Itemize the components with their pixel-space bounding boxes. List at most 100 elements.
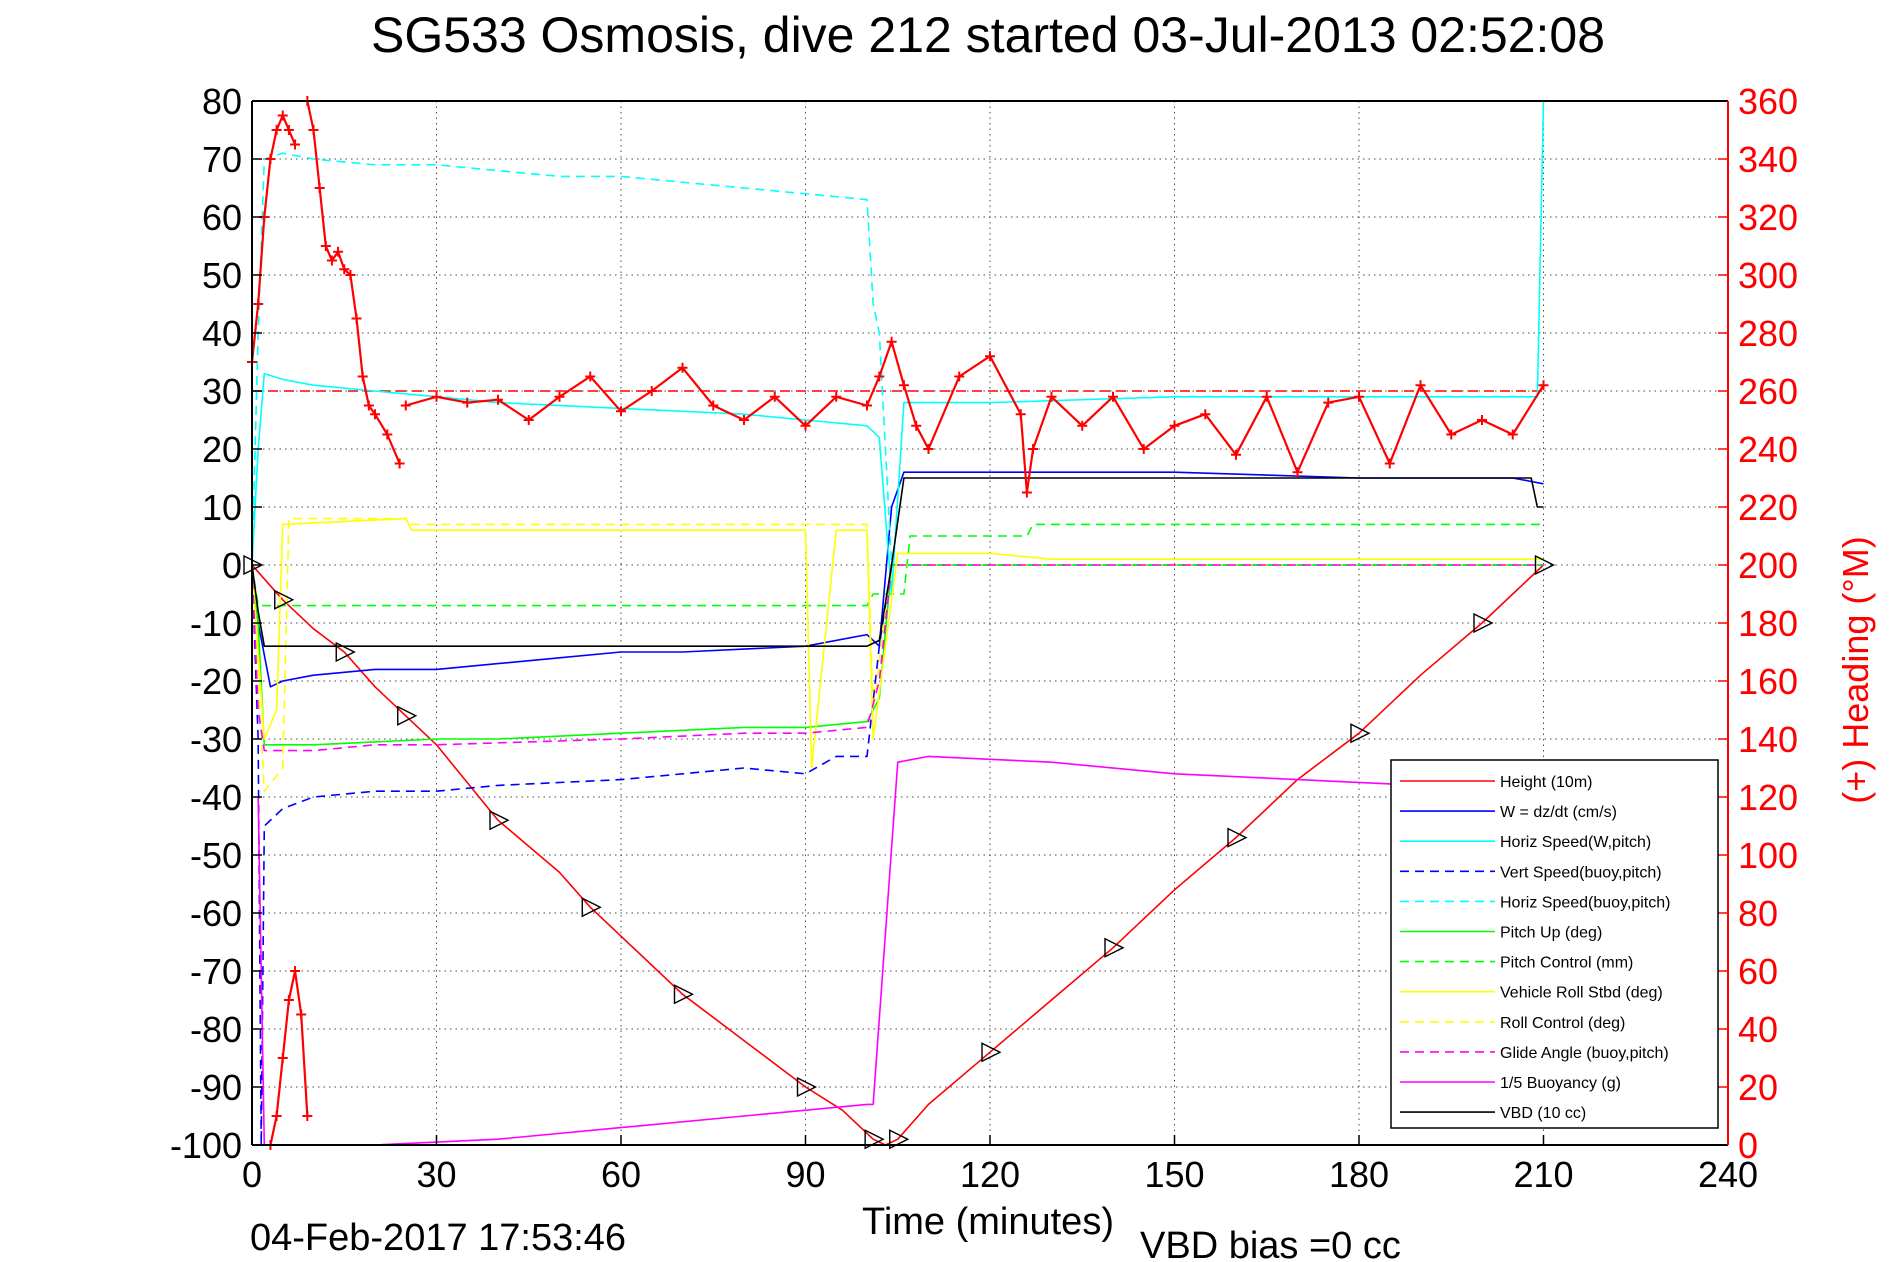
heading-marker <box>1323 397 1334 408</box>
right-y-tick-label: 80 <box>1738 893 1778 934</box>
height-marker <box>489 810 510 831</box>
heading-marker <box>616 406 626 417</box>
x-tick-label: 60 <box>601 1154 641 1195</box>
legend-entry-label: Pitch Control (mm) <box>1500 955 1633 972</box>
heading-marker <box>831 391 842 402</box>
heading-marker <box>1354 391 1364 402</box>
series-line <box>251 517 1544 793</box>
heading-marker <box>290 966 301 976</box>
heading-marker <box>585 371 596 382</box>
heading-series-line <box>250 114 297 363</box>
chart-title: SG533 Osmosis, dive 212 started 03-Jul-2… <box>371 7 1605 63</box>
y-tick-label: -30 <box>190 719 242 760</box>
right-y-tick-label: 360 <box>1738 81 1798 122</box>
x-tick-label: 30 <box>416 1154 456 1195</box>
y-tick-label: -20 <box>190 661 242 702</box>
heading-marker <box>1077 420 1088 431</box>
y-tick-label: 80 <box>202 81 242 122</box>
height-marker <box>397 705 418 726</box>
y-tick-label: -40 <box>190 777 242 818</box>
heading-marker <box>523 415 534 425</box>
heading-marker <box>1261 391 1272 402</box>
legend-entry-label: 1/5 Buoyancy (g) <box>1500 1075 1621 1092</box>
height-marker <box>274 589 295 610</box>
heading-marker <box>708 400 719 411</box>
series-line <box>251 471 1544 688</box>
heading-marker <box>1108 391 1118 402</box>
heading-marker <box>800 420 811 431</box>
heading-marker <box>271 1111 282 1121</box>
timestamp-footer: 04-Feb-2017 17:53:46 <box>250 1217 626 1259</box>
heading-marker <box>1231 449 1241 460</box>
right-y-tick-label: 220 <box>1738 487 1798 528</box>
heading-marker <box>363 400 374 411</box>
x-tick-label: 90 <box>785 1154 825 1195</box>
heading-marker <box>862 400 872 411</box>
y-tick-label: -90 <box>190 1067 242 1108</box>
right-y-tick-label: 180 <box>1738 603 1798 644</box>
legend-entry-label: Horiz Speed(W,pitch) <box>1500 834 1651 851</box>
heading-marker <box>394 458 405 469</box>
right-y-tick-label: 200 <box>1738 545 1798 586</box>
series-line <box>251 564 1544 746</box>
y-tick-label: 40 <box>202 313 242 354</box>
height-marker <box>1534 554 1556 576</box>
y-tick-label: -80 <box>190 1009 242 1050</box>
heading-marker <box>874 371 885 382</box>
height-marker <box>1227 827 1248 848</box>
x-tick-label: 150 <box>1144 1154 1204 1195</box>
heading-marker <box>1200 409 1211 420</box>
heading-marker <box>271 125 282 135</box>
right-y-tick-label: 300 <box>1738 255 1798 296</box>
series-line <box>251 477 1544 648</box>
heading-marker <box>493 394 503 405</box>
heading-marker <box>277 110 288 121</box>
x-tick-label: 120 <box>960 1154 1020 1195</box>
height-marker <box>981 1042 1002 1063</box>
series-line <box>251 523 1544 607</box>
series-line <box>251 564 1545 1146</box>
legend-entry-label: Pitch Up (deg) <box>1500 925 1602 942</box>
legend-entry-label: VBD (10 cc) <box>1500 1105 1586 1122</box>
legend-box <box>1390 759 1719 1129</box>
series-group <box>243 96 1556 1150</box>
height-marker <box>673 984 695 1005</box>
heading-marker <box>923 444 934 454</box>
x-tick-label: 240 <box>1698 1154 1758 1195</box>
heading-marker <box>277 1053 288 1063</box>
heading-marker <box>1021 487 1032 498</box>
x-tick-label: 0 <box>242 1154 262 1195</box>
heading-marker <box>253 299 264 309</box>
heading-marker <box>1384 458 1395 469</box>
right-y-tick-label: 160 <box>1738 661 1798 702</box>
y-tick-label: 30 <box>202 371 242 412</box>
heading-marker <box>370 409 380 420</box>
legend-entry-label: W = dz/dt (cm/s) <box>1500 804 1617 821</box>
heading-marker <box>296 1009 307 1020</box>
heading-marker <box>345 270 356 280</box>
series-line <box>251 564 1544 752</box>
heading-marker <box>954 371 965 382</box>
height-marker <box>864 1129 885 1150</box>
heading-marker <box>290 139 301 150</box>
right-y-tick-label: 340 <box>1738 139 1798 180</box>
y-tick-label: 0 <box>222 545 242 586</box>
heading-marker <box>1015 409 1026 420</box>
height-marker <box>796 1076 818 1098</box>
heading-series-line <box>405 340 1545 494</box>
heading-marker <box>314 183 325 193</box>
right-y-tick-label: 320 <box>1738 197 1798 238</box>
heading-marker <box>769 391 780 402</box>
right-y-tick-label: 0 <box>1738 1125 1758 1166</box>
y-tick-label: -70 <box>190 951 242 992</box>
heading-marker <box>1446 429 1457 440</box>
heading-marker <box>554 391 565 402</box>
heading-marker <box>739 415 749 425</box>
y-tick-label: -100 <box>170 1125 242 1166</box>
right-y-tick-label: 280 <box>1738 313 1798 354</box>
legend-entry-label: Height (10m) <box>1500 774 1592 791</box>
x-tick-label: 180 <box>1329 1154 1389 1195</box>
legend: Height (10m) W = dz/dt (cm/s) Horiz Speed(… <box>1390 759 1719 1129</box>
